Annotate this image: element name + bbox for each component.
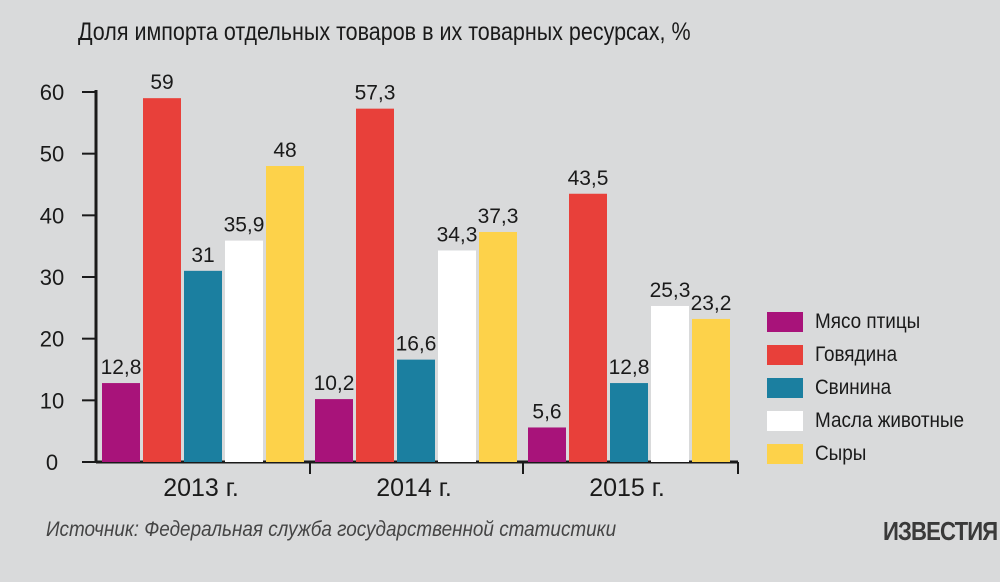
chart-legend: Мясо птицы Говядина Свинина Масла животные С… (767, 305, 981, 470)
bar (438, 250, 476, 462)
bar (692, 318, 730, 462)
bar (528, 427, 566, 462)
y-tick-label: 0 (46, 450, 58, 475)
bar (356, 108, 394, 463)
data-label: 10,2 (314, 372, 355, 395)
legend-label: Свинина (815, 375, 892, 399)
bar (102, 383, 140, 462)
data-label: 34,3 (437, 223, 478, 246)
legend-item: Мясо птицы (767, 305, 981, 338)
legend-label: Мясо птицы (815, 309, 921, 333)
bar (225, 240, 263, 462)
legend-swatch (767, 344, 803, 365)
chart-title: Доля импорта отдельных товаров в их това… (78, 18, 691, 46)
bar (143, 98, 181, 463)
source-note: Источник: Федеральная служба государстве… (46, 518, 617, 541)
data-label: 57,3 (355, 82, 396, 105)
bar (569, 193, 607, 462)
data-label: 12,8 (609, 356, 650, 379)
legend-item: Сыры (767, 437, 981, 470)
y-tick-label: 60 (40, 80, 64, 105)
data-label: 31 (191, 244, 214, 267)
legend-item: Свинина (767, 371, 981, 404)
bar (184, 270, 222, 462)
legend-item: Масла животные (767, 404, 981, 437)
brand-logo: ИЗВЕСТИЯ (883, 516, 998, 546)
data-label: 12,8 (101, 356, 142, 379)
legend-swatch (767, 443, 803, 464)
data-label: 5,6 (532, 400, 561, 423)
x-tick-label: 2013 г. (163, 474, 239, 502)
bar (397, 359, 435, 462)
y-tick-label: 10 (40, 388, 64, 413)
y-tick-label: 30 (40, 265, 64, 290)
y-tick-label: 50 (40, 142, 64, 167)
x-tick-label: 2014 г. (376, 474, 452, 502)
legend-label: Говядина (815, 342, 898, 366)
x-tick-label: 2015 г. (589, 474, 665, 502)
bar (315, 399, 353, 462)
bar (651, 305, 689, 462)
legend-label: Сыры (815, 441, 867, 465)
data-label: 43,5 (568, 167, 609, 190)
legend-label: Масла животные (815, 408, 965, 432)
data-label: 59 (150, 71, 173, 94)
data-label: 25,3 (650, 279, 691, 302)
legend-swatch (767, 410, 803, 431)
bar (479, 231, 517, 462)
bar (266, 166, 304, 462)
data-label: 16,6 (396, 333, 437, 356)
legend-swatch (767, 377, 803, 398)
data-label: 48 (273, 139, 296, 162)
bar (610, 383, 648, 462)
legend-swatch (767, 311, 803, 332)
y-tick-label: 40 (40, 203, 64, 228)
legend-item: Говядина (767, 338, 981, 371)
data-label: 35,9 (224, 214, 265, 237)
y-tick-label: 20 (40, 327, 64, 352)
data-label: 23,2 (691, 292, 732, 315)
data-label: 37,3 (478, 205, 519, 228)
